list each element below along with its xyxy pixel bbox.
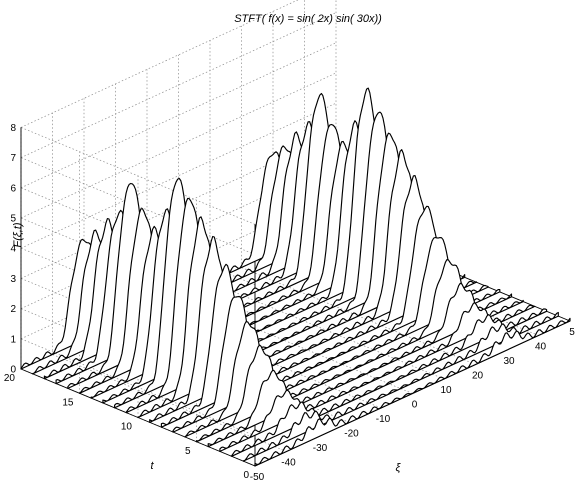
x-tick-label: -40: [281, 458, 296, 469]
grid-line: [20, 42, 337, 189]
x-tick-label: 20: [472, 371, 484, 382]
x-tick-label: 10: [440, 385, 452, 396]
y-tick-label: 10: [121, 422, 133, 433]
x-axis-label: ξ: [396, 462, 402, 474]
z-tick-label: 1: [10, 334, 16, 345]
trace-t-0: [254, 317, 571, 467]
y-tick-label: 15: [62, 397, 74, 408]
x-tick-label: -50: [250, 472, 265, 483]
x-tick-label: 40: [535, 342, 547, 353]
grid-line: [20, 102, 337, 249]
grid-line: [20, 72, 337, 219]
z-tick-label: 0: [10, 365, 16, 376]
x-tick-label: -30: [313, 443, 328, 454]
y-tick-label: 0: [243, 470, 249, 481]
x-tick-label: 0: [412, 400, 418, 411]
x-tick-label: -20: [344, 429, 359, 440]
x-tick-label: 5: [569, 327, 575, 338]
z-axis-label: F(ξ,t): [12, 222, 24, 247]
z-tick-label: 6: [10, 183, 16, 194]
grid-line: [20, 12, 337, 158]
x-tick-label: -10: [376, 414, 391, 425]
y-axis-label: t: [150, 460, 154, 472]
y-tick-label: 20: [4, 373, 16, 384]
y-tick-label: 5: [185, 446, 191, 457]
x-tick-label: 30: [503, 356, 515, 367]
z-tick-label: 3: [10, 274, 16, 285]
grid-line: [20, 0, 299, 128]
z-tick-label: 2: [10, 304, 16, 315]
z-tick-label: 4: [10, 244, 16, 255]
tick-labels: 0 1 2 3 4 5 6 7 8 0 5 10 15 20 -50 -40 -30 -20 -10 0 10 20 30 4…: [4, 123, 575, 483]
z-tick-label: 7: [10, 153, 16, 164]
z-tick-label: 5: [10, 214, 16, 225]
chart-title: STFT( f(x) = sin( 2x) sin( 30x)): [234, 13, 382, 25]
trace-group: [20, 87, 571, 467]
z-tick-label: 8: [10, 123, 16, 134]
